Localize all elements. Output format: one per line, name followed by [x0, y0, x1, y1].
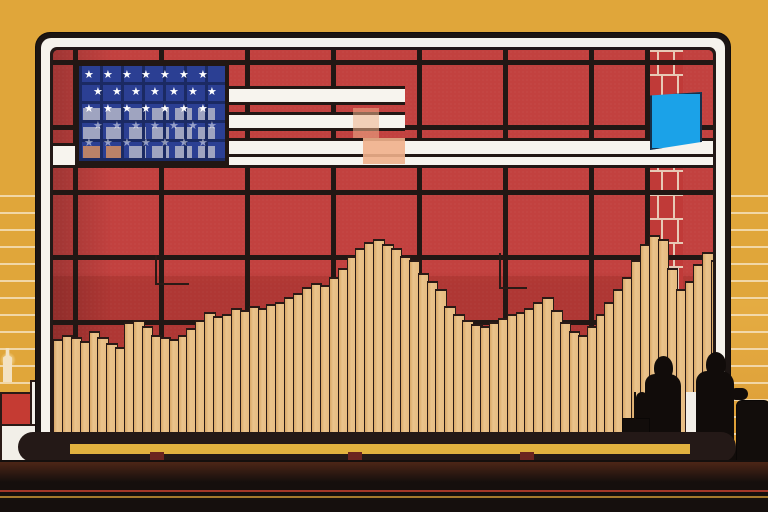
flag-star-icon: ★ [160, 137, 170, 149]
flag-star-icon: ★ [122, 69, 132, 81]
floor-accent-line [0, 496, 768, 498]
wall-crack [499, 253, 501, 289]
flag-star-icon: ★ [93, 120, 103, 132]
flag-star-icon: ★ [179, 69, 189, 81]
canton-window-pane [106, 108, 123, 123]
flag-star-icon: ★ [122, 137, 132, 149]
window-frame-inner: ★ ★ ★ ★ ★ ★ ★ ★ ★ ★ ★ ★ ★ ★ ★ ★ ★ ★ ★ ★ ★ ★ ★ ★ ★ ★ ★ ★ ★ ★ ★ ★ ★ ★ ★ [50, 47, 716, 453]
window-screen: ★ ★ ★ ★ ★ ★ ★ ★ ★ ★ ★ ★ ★ ★ ★ ★ ★ ★ ★ ★ ★ ★ ★ ★ ★ ★ ★ ★ ★ ★ ★ ★ ★ ★ ★ [53, 50, 713, 453]
mullion-horizontal [53, 190, 713, 195]
flag-star-icon: ★ [160, 69, 170, 81]
flag-peach-highlight [363, 138, 405, 164]
flag-peach-highlight [353, 108, 379, 138]
flag-star-icon: ★ [103, 69, 113, 81]
mullion-vertical [245, 50, 250, 453]
flag-star-icon: ★ [141, 137, 151, 149]
wall-crack [155, 283, 189, 285]
canton-window-pane [175, 127, 192, 142]
flag-star-icon: ★ [179, 103, 189, 115]
person-arm [636, 392, 648, 426]
window-frame-outer: ★ ★ ★ ★ ★ ★ ★ ★ ★ ★ ★ ★ ★ ★ ★ ★ ★ ★ ★ ★ ★ ★ ★ ★ ★ ★ ★ ★ ★ ★ ★ ★ ★ ★ ★ [36, 33, 730, 453]
canton-window-pane [106, 146, 123, 161]
floor-sheen [0, 462, 768, 482]
wall-crack [155, 255, 157, 285]
flag-star-icon: ★ [122, 103, 132, 115]
flag-star-icon: ★ [169, 120, 179, 132]
suitcase [736, 400, 768, 466]
flag-star-icon: ★ [188, 86, 198, 98]
flag-star-icon: ★ [93, 86, 103, 98]
flag-star-icon: ★ [112, 86, 122, 98]
left-lamp-icon [3, 348, 12, 382]
flag-star-icon: ★ [198, 137, 208, 149]
flag-star-icon: ★ [198, 103, 208, 115]
flag-star-icon: ★ [150, 120, 160, 132]
canton-window-pane [129, 146, 146, 161]
mullion-vertical [589, 50, 594, 453]
canton-window-pane [129, 127, 146, 142]
mullion-vertical [73, 50, 78, 453]
flag-star-icon: ★ [198, 69, 208, 81]
flag-star-icon: ★ [103, 137, 113, 149]
flag-star-icon: ★ [141, 103, 151, 115]
mullion-vertical [159, 50, 164, 453]
mullion-vertical [417, 50, 422, 453]
flag-star-icon: ★ [160, 103, 170, 115]
flag-star-icon: ★ [84, 103, 94, 115]
flag-star-icon: ★ [131, 86, 141, 98]
flag-star-icon: ★ [188, 120, 198, 132]
floor-accent-line [0, 490, 768, 492]
flag-star-icon: ★ [141, 69, 151, 81]
flag-star-icon: ★ [103, 103, 113, 115]
flag-union-canton: ★ ★ ★ ★ ★ ★ ★ ★ ★ ★ ★ ★ ★ ★ ★ ★ ★ ★ ★ ★ ★ ★ ★ ★ ★ ★ ★ ★ ★ ★ ★ ★ ★ ★ ★ [75, 62, 229, 165]
flag-star-icon: ★ [84, 137, 94, 149]
canton-window-pane [83, 127, 100, 142]
mullion-vertical [503, 50, 508, 453]
flag-star-icon: ★ [207, 120, 217, 132]
flag-star-icon: ★ [84, 69, 94, 81]
canton-window-pane [175, 146, 192, 161]
flag-star-icon: ★ [179, 137, 189, 149]
kiosk-screen[interactable] [650, 92, 702, 150]
flag-star-icon: ★ [169, 86, 179, 98]
canton-window-pane [129, 108, 146, 123]
canton-window-pane [106, 127, 123, 142]
flag-star-icon: ★ [150, 86, 160, 98]
canton-window-pane [83, 146, 100, 161]
flag-star-icon: ★ [207, 86, 217, 98]
flag-star-icon: ★ [131, 120, 141, 132]
window-frame-white: ★ ★ ★ ★ ★ ★ ★ ★ ★ ★ ★ ★ ★ ★ ★ ★ ★ ★ ★ ★ ★ ★ ★ ★ ★ ★ ★ ★ ★ ★ ★ ★ ★ ★ ★ [41, 38, 725, 453]
counter-yellow-stripe [70, 444, 690, 454]
mullion-vertical [331, 50, 336, 453]
suitcase-handle [634, 392, 636, 420]
bar-chart [53, 50, 713, 453]
canton-window-pane [83, 108, 100, 123]
floor [0, 460, 768, 512]
wall-crack [499, 287, 527, 289]
person-head [706, 352, 726, 377]
person-arm [730, 388, 748, 400]
flag-star-icon: ★ [112, 120, 122, 132]
mullion-horizontal [53, 60, 713, 65]
canton-window-pane [175, 108, 192, 123]
